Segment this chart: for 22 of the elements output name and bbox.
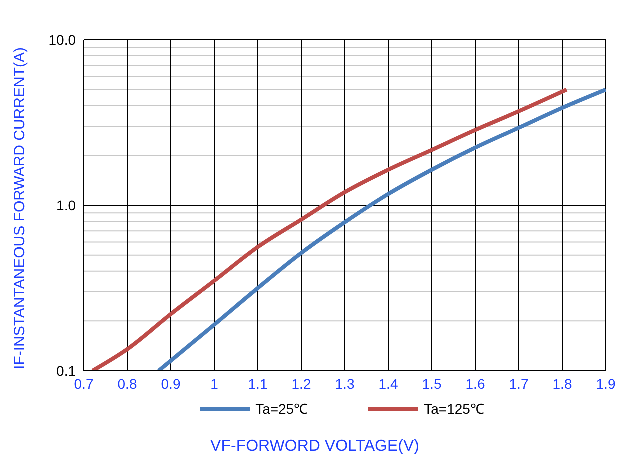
x-tick-label: 0.9 — [161, 376, 181, 392]
y-tick-label: 1.0 — [56, 197, 76, 214]
x-tick-label: 1 — [210, 376, 219, 392]
x-tick-label: 1.7 — [509, 376, 529, 392]
y-tick-label: 0.1 — [56, 362, 76, 379]
x-tick-label: 1.1 — [248, 376, 268, 392]
legend-label: Ta=125℃ — [424, 400, 484, 418]
x-tick-label: 1.5 — [422, 376, 442, 392]
x-tick-label: 1.2 — [292, 376, 312, 392]
x-tick-label: 1.4 — [378, 376, 398, 392]
y-axis-title: IF-INSTANTANEOUS FORWARD CURRENT(A) — [12, 47, 28, 369]
x-tick-label: 1.8 — [552, 376, 572, 392]
x-tick-label: 0.8 — [118, 376, 138, 392]
x-tick-label: 1.3 — [335, 376, 355, 392]
line-series — [90, 88, 569, 371]
legend-label: Ta=25℃ — [256, 400, 308, 418]
x-tick-label: 1.9 — [596, 376, 616, 392]
x-axis-title: VF-FORWORD VOLTAGE(V) — [210, 438, 420, 456]
line-series — [156, 88, 606, 371]
x-tick-label: 1.6 — [466, 376, 486, 392]
y-tick-label: 10.0 — [48, 32, 76, 48]
x-tick-label: 0.7 — [74, 376, 94, 392]
